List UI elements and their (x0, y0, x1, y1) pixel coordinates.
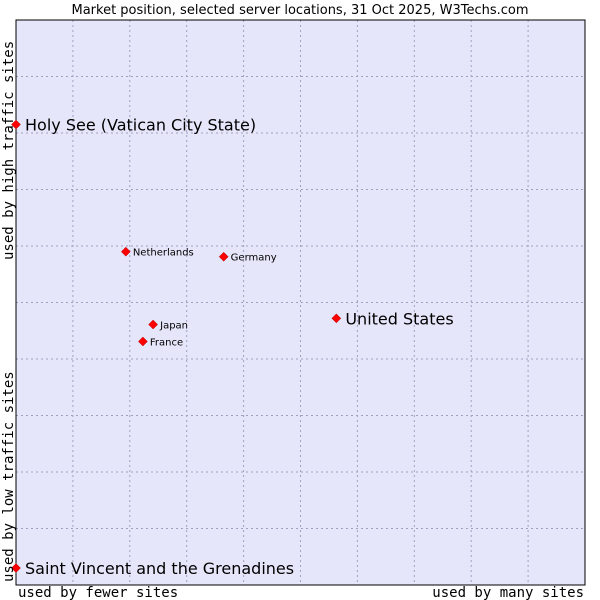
point-label-japan: Japan (159, 321, 188, 332)
y-axis-label-top: used by high traffic sites (1, 41, 17, 260)
chart-title: Market position, selected server locatio… (71, 3, 528, 18)
point-label-united-states: United States (345, 309, 453, 328)
point-marker-germany (218, 251, 229, 262)
plot-border (15, 19, 586, 586)
point-label-france: France (150, 337, 183, 348)
grid (16, 20, 585, 585)
point-marker-france (138, 336, 148, 347)
point-marker-netherlands (120, 246, 131, 257)
data-points: Holy See (Vatican City State) Netherlands… (11, 116, 454, 578)
point-marker-holy-see-vatican-city-state (11, 119, 21, 130)
point-marker-japan (148, 319, 158, 330)
x-axis-label-right: used by many sites (432, 585, 584, 600)
x-axis-label-left: used by fewer sites (18, 585, 178, 600)
point-marker-united-states (331, 313, 342, 324)
point-label-germany: Germany (231, 253, 277, 264)
point-label-saint-vincent-and-the-grenadines: Saint Vincent and the Grenadines (25, 559, 294, 578)
point-label-holy-see-vatican-city-state: Holy See (Vatican City State) (25, 116, 256, 135)
point-label-netherlands: Netherlands (133, 248, 194, 259)
y-axis-label-bottom: used by low traffic sites (1, 371, 17, 582)
point-marker-saint-vincent-and-the-grenadines (11, 563, 21, 573)
